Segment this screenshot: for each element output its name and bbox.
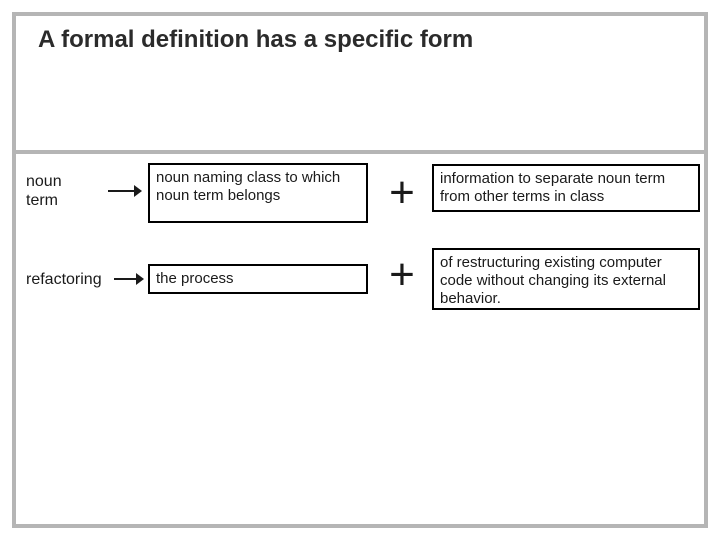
differentia-text: information to separate noun term from o… xyxy=(440,170,692,206)
title-divider xyxy=(12,150,708,154)
term-label: refactoring xyxy=(26,270,102,289)
differentia-box: of restructuring existing computer code … xyxy=(432,248,700,310)
plus-icon: + xyxy=(380,250,424,300)
differentia-box: information to separate noun term from o… xyxy=(432,164,700,212)
genus-box: the process xyxy=(148,264,368,294)
arrow-head-icon xyxy=(134,185,142,197)
arrow-shaft xyxy=(108,190,134,192)
term-label: noun term xyxy=(26,172,62,210)
slide-title: A formal definition has a specific form xyxy=(38,26,473,54)
genus-text: the process xyxy=(156,270,234,288)
plus-icon: + xyxy=(380,168,424,218)
arrow-shaft xyxy=(114,278,136,280)
arrow-head-icon xyxy=(136,273,144,285)
genus-text: noun naming class to which noun term bel… xyxy=(156,169,360,205)
differentia-text: of restructuring existing computer code … xyxy=(440,254,692,308)
genus-box: noun naming class to which noun term bel… xyxy=(148,163,368,223)
slide: A formal definition has a specific form … xyxy=(0,0,720,540)
